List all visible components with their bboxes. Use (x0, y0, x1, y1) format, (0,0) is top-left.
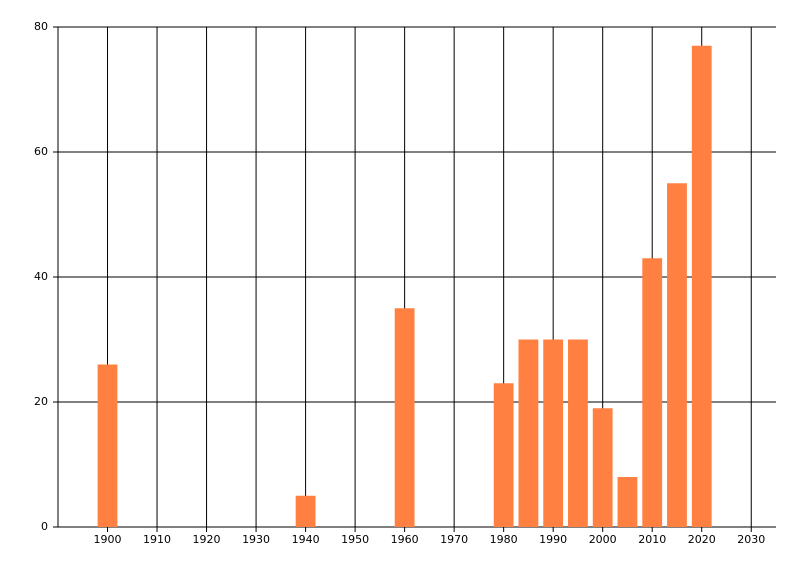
bar (592, 408, 613, 527)
bar (667, 183, 687, 527)
bar (518, 339, 539, 527)
x-tick-label: 2030 (737, 533, 765, 546)
x-tick-label: 1960 (391, 533, 419, 546)
x-tick-label: 1940 (292, 533, 320, 546)
x-tick-label: 1970 (440, 533, 468, 546)
bar (543, 339, 564, 527)
x-tick-label: 1920 (193, 533, 221, 546)
bar (642, 258, 663, 527)
bar (97, 364, 118, 527)
x-tick-label: 2020 (688, 533, 716, 546)
y-tick-label: 0 (41, 520, 48, 533)
y-tick-label: 60 (34, 145, 48, 158)
x-tick-label: 2010 (638, 533, 666, 546)
y-tick-label: 20 (34, 395, 48, 408)
bar (568, 339, 588, 527)
bar (617, 477, 638, 527)
y-tick-label: 40 (34, 270, 48, 283)
bar (493, 383, 514, 527)
bar (691, 45, 712, 527)
y-tick-label: 80 (34, 20, 48, 33)
x-tick-label: 2000 (589, 533, 617, 546)
x-tick-label: 1980 (490, 533, 518, 546)
x-tick-label: 1990 (539, 533, 567, 546)
bar (295, 495, 316, 527)
x-tick-label: 1950 (341, 533, 369, 546)
bar (394, 308, 415, 527)
x-tick-label: 1910 (143, 533, 171, 546)
x-tick-label: 1930 (242, 533, 270, 546)
x-tick-label: 1900 (94, 533, 122, 546)
